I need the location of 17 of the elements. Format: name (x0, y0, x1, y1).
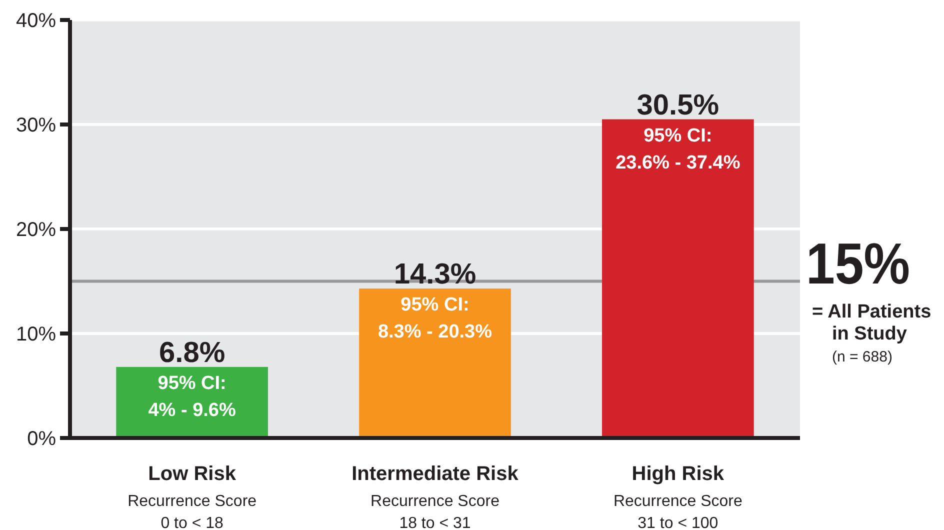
x-tick-label: High Risk Recurrence Score 31 to < 100 (613, 463, 742, 530)
data-label: 30.5% (636, 89, 720, 122)
y-tick-label: 10% (16, 324, 56, 346)
y-tick-label: 40% (16, 10, 56, 32)
x-tick-label: Low Risk Recurrence Score 0 to < 18 (128, 463, 257, 530)
annotation: 95% CI: 4% - 9.6% (148, 372, 236, 421)
x-tick-label: Intermediate Risk Recurrence Score 18 to < 31 (352, 463, 520, 530)
data-label: 14.3% (394, 258, 476, 291)
y-tick-label: 30% (16, 114, 56, 136)
data-label: 6.8% (159, 336, 226, 369)
annotation: 95% CI: 23.6% - 37.4% (616, 125, 740, 174)
y-tick-label: 20% (16, 219, 56, 241)
ref-line-label: 15% = All Patients in Study (n = 688) (806, 231, 932, 366)
bar (602, 119, 754, 438)
bar (359, 288, 511, 438)
y-tick-label: 0% (27, 428, 56, 450)
annotation: 95% CI: 8.3% - 20.3% (378, 294, 492, 343)
